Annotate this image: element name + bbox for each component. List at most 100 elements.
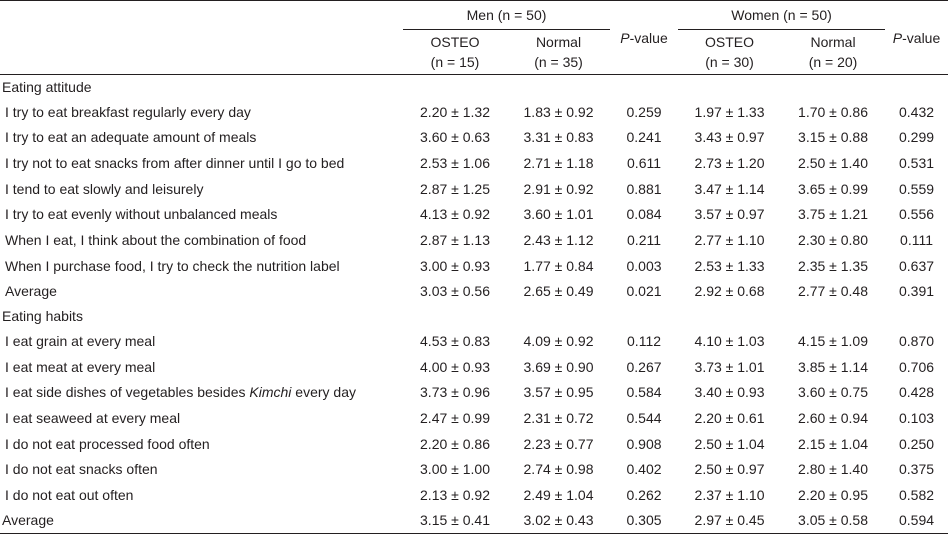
row-label: I do not eat snacks often	[5, 461, 158, 478]
men-p-value-cell: 0.544	[626, 409, 662, 426]
table-row: I eat grain at every meal 4.53 ± 0.83 4.09…	[0, 328, 948, 354]
women-normal-cell: 2.20 ± 0.95	[798, 486, 868, 503]
women-p-value-cell: 0.531	[899, 155, 935, 172]
women-osteo-cell: 3.73 ± 1.01	[694, 358, 765, 375]
men-p-value-cell: 0.584	[626, 384, 662, 401]
women-p-value-cell: 0.299	[899, 129, 935, 146]
normal-label: Normal	[535, 34, 582, 50]
women-p-value-cell: 0.594	[885, 507, 948, 534]
women-normal-n: (n = 20)	[808, 54, 858, 70]
row-label: I eat side dishes of vegetables besides …	[0, 379, 403, 405]
table-row: I try to eat evenly without unbalanced m…	[0, 202, 948, 228]
women-osteo-cell: 2.92 ± 0.68	[694, 283, 765, 300]
table-row: I eat meat at every meal 4.00 ± 0.93 3.69 …	[0, 354, 948, 380]
men-p-value-cell: 0.021	[626, 283, 662, 300]
table-row: I try to eat an adequate amount of meals…	[0, 125, 948, 151]
men-osteo-n: (n = 15)	[430, 54, 480, 70]
men-p-value-cell: 0.112	[627, 332, 662, 349]
men-osteo-cell: 3.00 ± 1.00	[420, 461, 490, 478]
men-osteo-cell: 3.60 ± 0.63	[420, 129, 490, 146]
section-header-row: Eating attitude	[0, 75, 948, 100]
women-osteo-cell: 3.57 ± 0.97	[694, 206, 765, 223]
osteo-label: OSTEO	[430, 34, 480, 50]
women-normal-cell: 2.30 ± 0.80	[798, 232, 868, 249]
men-osteo-cell: 3.15 ± 0.41	[403, 507, 507, 534]
women-osteo-cell: 2.20 ± 0.61	[694, 409, 765, 426]
men-osteo-cell: 2.47 ± 0.99	[420, 409, 490, 426]
men-normal-cell: 2.31 ± 0.72	[523, 409, 594, 426]
table-row: I do not eat out often 2.13 ± 0.92 2.49 ± …	[0, 482, 948, 508]
men-osteo-cell: 2.20 ± 0.86	[420, 435, 490, 452]
women-osteo-cell: 3.47 ± 1.14	[694, 180, 765, 197]
table-body: Eating attitude I try to eat breakfast re…	[0, 75, 948, 534]
men-normal-cell: 3.69 ± 0.90	[523, 358, 594, 375]
women-p-value-cell: 0.250	[899, 435, 935, 452]
men-p-value-cell: 0.611	[627, 155, 662, 172]
men-normal-cell: 2.71 ± 1.18	[523, 155, 594, 172]
men-p-value-cell: 0.305	[610, 507, 679, 534]
men-p-value-cell: 0.262	[626, 486, 662, 503]
men-normal-cell: 2.43 ± 1.12	[523, 232, 594, 249]
row-label: Average	[0, 507, 403, 534]
women-normal-cell: 2.35 ± 1.35	[798, 257, 868, 274]
women-normal-cell: 3.65 ± 0.99	[798, 180, 868, 197]
row-label: Average	[5, 283, 57, 300]
row-label: I try to eat evenly without unbalanced m…	[5, 206, 278, 223]
women-p-value-cell: 0.432	[899, 103, 935, 120]
men-normal-header: Normal (n = 35)	[507, 29, 611, 75]
women-p-value-header: P-value	[885, 0, 948, 75]
men-osteo-cell: 2.53 ± 1.06	[420, 155, 490, 172]
men-group-header: Men (n = 50)	[403, 0, 611, 30]
row-label: When I purchase food, I try to check the…	[5, 257, 340, 274]
table-row: I do not eat processed food often 2.20 ± …	[0, 431, 948, 457]
row-label: I eat grain at every meal	[5, 332, 156, 349]
men-osteo-cell: 2.87 ± 1.25	[420, 180, 490, 197]
women-p-value-cell: 0.870	[899, 332, 935, 349]
women-osteo-header: OSTEO (n = 30)	[678, 29, 782, 75]
women-normal-cell: 3.75 ± 1.21	[798, 206, 868, 223]
women-p-value-cell: 0.556	[899, 206, 935, 223]
p-italic: P	[892, 29, 903, 46]
men-osteo-cell: 3.03 ± 0.56	[420, 283, 490, 300]
men-osteo-cell: 4.00 ± 0.93	[420, 358, 490, 375]
table-row: Average 3.03 ± 0.56 2.65 ± 0.49 0.021 2.92 ±…	[0, 278, 948, 304]
men-p-value-cell: 0.259	[626, 103, 662, 120]
men-normal-cell: 3.31 ± 0.83	[523, 129, 594, 146]
women-normal-cell: 2.50 ± 1.40	[798, 155, 868, 172]
table-row: I eat seaweed at every meal 2.47 ± 0.99 2.…	[0, 405, 948, 431]
men-p-value-cell: 0.241	[626, 129, 662, 146]
overall-average-row: Average 3.15 ± 0.41 3.02 ± 0.43 0.305 2.97 ±…	[0, 507, 948, 534]
row-label: I do not eat out often	[5, 486, 134, 503]
women-normal-cell: 3.85 ± 1.14	[798, 358, 868, 375]
men-osteo-cell: 2.13 ± 0.92	[420, 486, 490, 503]
women-group-header: Women (n = 50)	[678, 0, 886, 30]
row-label: I tend to eat slowly and leisurely	[5, 180, 204, 197]
women-p-value-cell: 0.559	[899, 180, 935, 197]
women-p-value-cell: 0.706	[899, 358, 935, 375]
table-row: When I eat, I think about the combinatio…	[0, 227, 948, 253]
men-p-value-cell: 0.267	[626, 358, 662, 375]
women-normal-cell: 2.80 ± 1.40	[798, 461, 868, 478]
men-p-value-cell: 0.908	[626, 435, 662, 452]
men-p-value-cell: 0.084	[626, 206, 662, 223]
men-p-value-cell: 0.402	[626, 461, 662, 478]
women-normal-header: Normal (n = 20)	[781, 29, 886, 75]
women-osteo-cell: 1.97 ± 1.33	[694, 103, 765, 120]
men-normal-cell: 2.23 ± 0.77	[523, 435, 594, 452]
p-rest: -value	[629, 29, 668, 46]
women-p-value-cell: 0.111	[900, 232, 934, 249]
women-normal-cell: 1.70 ± 0.86	[798, 103, 868, 120]
women-osteo-cell: 2.37 ± 1.10	[694, 486, 765, 503]
header-blank	[0, 29, 403, 75]
section-title: Eating attitude	[2, 79, 92, 95]
women-normal-cell: 3.60 ± 0.75	[798, 384, 868, 401]
women-osteo-cell: 2.97 ± 0.45	[678, 507, 782, 534]
table-row: When I purchase food, I try to check the…	[0, 253, 948, 279]
women-osteo-cell: 3.40 ± 0.93	[694, 384, 765, 401]
women-osteo-n: (n = 30)	[705, 54, 754, 70]
normal-label: Normal	[810, 34, 856, 50]
women-osteo-cell: 2.50 ± 0.97	[694, 461, 765, 478]
header-row-groups: Men (n = 50) P-value Women (n = 50) P-va…	[0, 0, 948, 75]
men-osteo-cell: 3.00 ± 0.93	[420, 257, 490, 274]
women-normal-cell: 3.15 ± 0.88	[798, 129, 868, 146]
